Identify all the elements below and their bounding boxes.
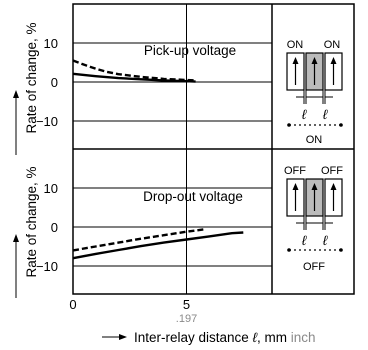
top-relay-left-arrowhead — [292, 57, 299, 64]
bottom-ylabel: Rate of change, % — [24, 166, 39, 277]
bottom-ytick-minus10: −10 — [36, 259, 58, 274]
top-relay-center-arrowhead — [311, 57, 318, 64]
top-ylabel-arrowhead — [13, 90, 19, 98]
xlabel-unit-mm: , mm — [257, 330, 287, 345]
top-ytick-0: 0 — [51, 75, 58, 90]
bottom-series-dashed-line — [72, 228, 205, 252]
xlabel-text: Inter-relay distance — [134, 330, 249, 345]
top-relay-right-arrowhead — [330, 57, 337, 64]
xlabel-arrowhead — [119, 334, 127, 340]
top-ylabel: Rate of change, % — [24, 22, 39, 133]
bottom-relay-center-arrowhead — [311, 183, 318, 190]
top-annotation: Pick-up voltage — [144, 43, 236, 58]
bottom-ylabel-group: Rate of change, % — [24, 166, 39, 277]
top-distance-symbol-right: ℓ — [323, 107, 328, 122]
bottom-ylabel-arrowhead — [13, 234, 19, 242]
bottom-inset-caption: OFF — [303, 261, 325, 273]
top-series-solid-line — [72, 72, 196, 83]
bottom-distance-symbol-right: ℓ — [323, 233, 328, 248]
xlabel-unit-inch: inch — [291, 330, 316, 345]
top-distance-symbol-left: ℓ — [302, 107, 307, 122]
bottom-panel: 10 0 −10 Rate of change, % Drop-out volt… — [13, 149, 343, 298]
xtick-0: 0 — [69, 297, 76, 312]
top-ytick-10: 10 — [44, 36, 58, 51]
bottom-annotation: Drop-out voltage — [143, 189, 243, 204]
bottom-inset-label-right: OFF — [321, 165, 343, 177]
top-inset: ON ON ℓ ℓ ON — [286, 39, 343, 146]
top-inset-caption: ON — [306, 134, 323, 146]
bottom-inset-dot-right — [339, 248, 343, 252]
bottom-plot-area — [72, 228, 244, 260]
bottom-ytick-0: 0 — [51, 220, 58, 235]
bottom-inset: OFF OFF ℓ ℓ OFF — [284, 165, 343, 273]
bottom-inset-dot-left — [287, 248, 291, 252]
top-inset-dot-left — [287, 123, 291, 127]
bottom-distance-symbol-left: ℓ — [302, 233, 307, 248]
top-inset-label-right: ON — [324, 39, 341, 51]
top-inset-label-left: ON — [287, 39, 304, 51]
x-axis: 0 5 .197 Inter-relay distance ℓ, mm inch — [69, 297, 315, 345]
top-ytick-minus10: −10 — [36, 114, 58, 129]
bottom-ytick-10: 10 — [44, 181, 58, 196]
x-axis-label: Inter-relay distance ℓ, mm inch — [134, 330, 315, 345]
xlabel-symbol: ℓ — [253, 330, 258, 345]
bottom-series-solid-line — [72, 231, 244, 260]
xtick-5-inch: .197 — [176, 313, 197, 325]
top-plot-area — [72, 59, 196, 83]
top-series-dashed-line — [72, 59, 196, 82]
top-ylabel-group: Rate of change, % — [24, 22, 39, 133]
bottom-relay-left-arrowhead — [292, 183, 299, 190]
bottom-relay-right-arrowhead — [330, 183, 337, 190]
top-panel: 10 0 −10 Rate of change, % Pick-up volta… — [13, 4, 343, 155]
bottom-inset-label-left: OFF — [284, 165, 306, 177]
top-inset-dot-right — [339, 123, 343, 127]
xtick-5: 5 — [183, 297, 190, 312]
